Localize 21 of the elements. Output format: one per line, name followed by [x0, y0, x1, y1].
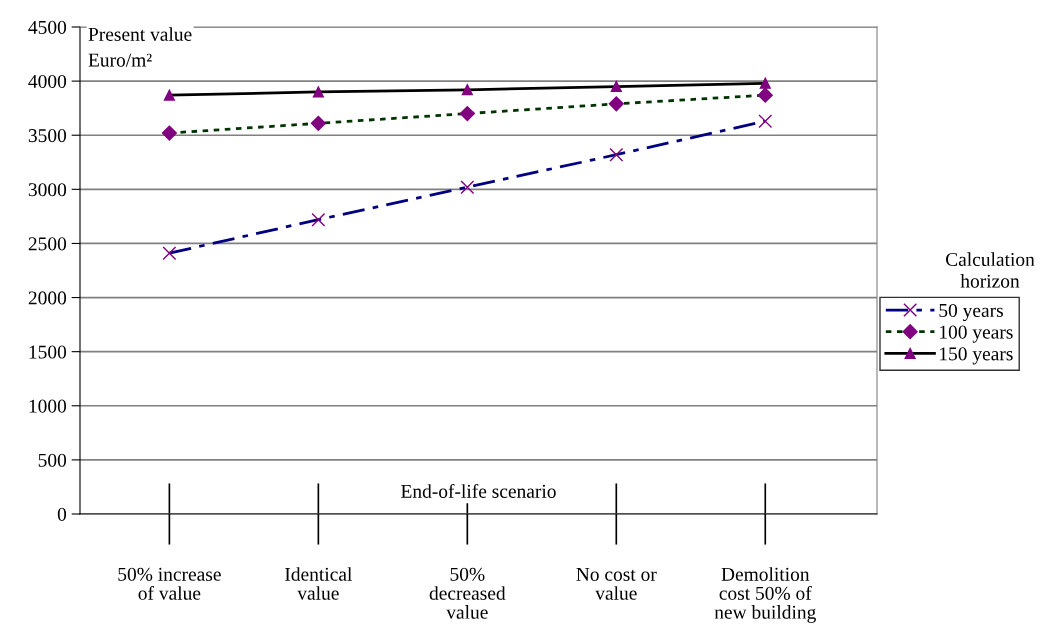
- x-tick-label: Identical value: [285, 567, 352, 600]
- y-axis-title: Present value Euro/m²: [88, 27, 192, 67]
- x-tick-label: No cost or value: [576, 567, 657, 600]
- y-tick-label: 4000: [28, 74, 67, 89]
- y-tick-label: 2500: [28, 237, 67, 251]
- y-tick-label: 3500: [28, 129, 67, 143]
- y-tick-label: 3000: [28, 183, 67, 197]
- y-tick-label: 500: [38, 453, 67, 467]
- y-tick-label: 0: [57, 507, 67, 521]
- x-tick-label: 50% increase of value: [118, 567, 221, 600]
- x-tick-label: 50% decreased value: [429, 567, 506, 619]
- x-axis-title: End-of-life scenario: [401, 483, 556, 498]
- x-tick-label: Demolition cost 50% of new building: [714, 567, 816, 623]
- y-tick-label: 4500: [28, 20, 67, 34]
- legend-label: 100 years: [940, 325, 1013, 343]
- y-tick-label: 2000: [28, 291, 67, 305]
- y-tick-label: 1000: [29, 399, 67, 413]
- legend-label: 50 years: [939, 303, 1003, 322]
- legend-title: Calculation horizon: [945, 252, 1035, 288]
- y-tick-label: 1500: [29, 345, 67, 359]
- legend-label: 150 years: [940, 347, 1013, 365]
